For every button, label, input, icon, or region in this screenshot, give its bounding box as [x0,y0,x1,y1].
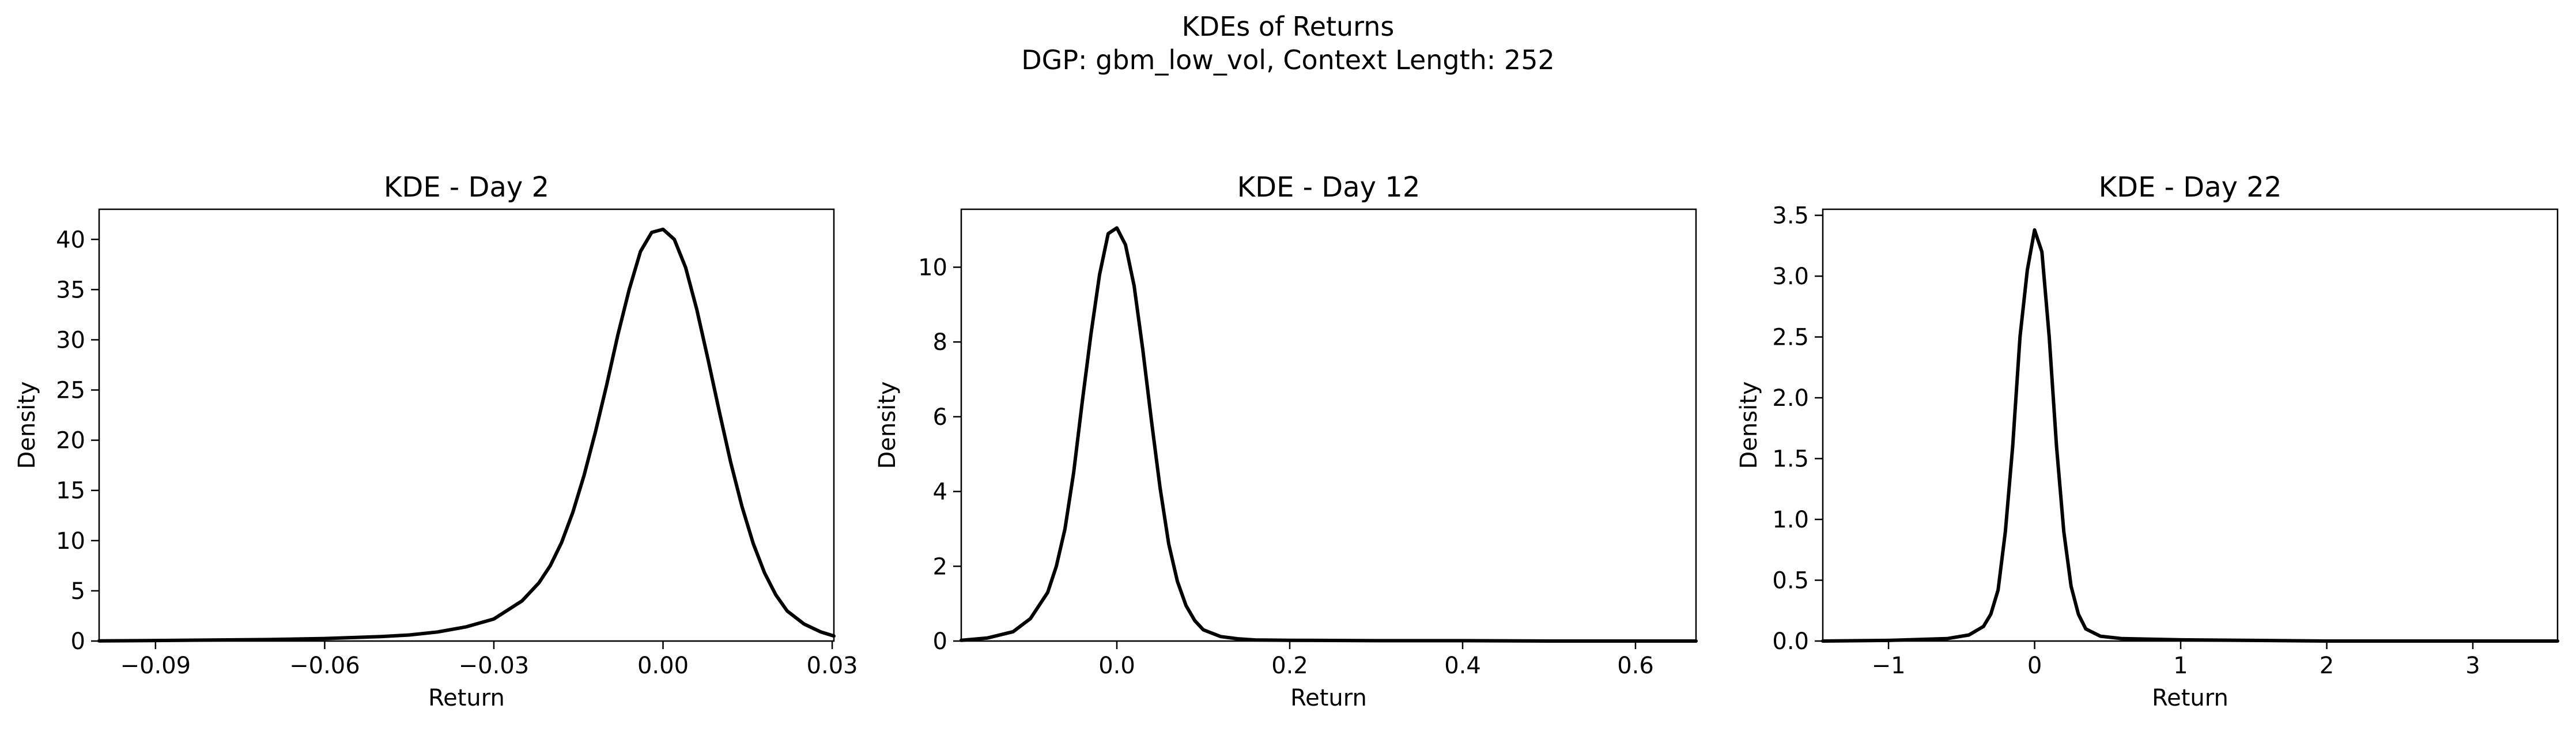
x-tick-label: 0.03 [807,653,858,679]
y-tick-label: 35 [56,277,85,303]
y-tick-label: 4 [933,479,947,506]
axes-frame [1822,208,2559,642]
y-tick-label: 1.0 [1772,507,1809,533]
y-tick-label: 2.0 [1772,385,1809,412]
y-tick-label: 5 [71,578,85,605]
x-axis-label: Return [428,685,505,711]
y-tick-label: 3.5 [1772,203,1809,229]
figure-title-line1: KDEs of Returns [1182,11,1395,42]
y-tick-label: 6 [933,404,947,431]
y-tick-label: 10 [56,528,85,555]
x-tick-label: 0 [2027,653,2042,679]
kde-line [960,226,1698,643]
y-tick-label: 40 [56,227,85,253]
x-tick-label: 0.6 [1617,653,1654,679]
y-tick-label: 3.0 [1772,263,1809,290]
subplot-title: KDE - Day 22 [2099,171,2282,203]
y-tick-label: 0.5 [1772,568,1809,594]
axes-frame [960,208,1697,642]
subplot-title: KDE - Day 2 [384,171,549,203]
y-tick-label: 8 [933,329,947,356]
y-tick-label: 0.0 [1772,628,1809,655]
subplot-title: KDE - Day 12 [1237,171,1421,203]
axes-frame [98,208,835,642]
y-axis-label: Density [874,381,901,469]
y-tick-label: 0 [933,628,947,655]
y-tick-label: 1.5 [1772,446,1809,473]
y-tick-label: 20 [56,428,85,454]
y-tick-label: 10 [918,255,947,281]
subplot-2: 0.0 0.2 0.4 0.6 0 2 4 6 8 10 KDE - Day 12 Return Den… [874,171,1698,711]
x-tick-label: 0.2 [1271,653,1308,679]
x-tick-label: 3 [2465,653,2480,679]
y-tick-label: 30 [56,327,85,353]
y-tick-label: 15 [56,478,85,504]
x-tick-label: 0.00 [637,653,689,679]
x-tick-label: −0.03 [459,653,530,679]
kde-line [97,227,836,643]
x-axis-label: Return [1290,685,1367,711]
subplot-3: −1 0 1 2 3 0.0 0.5 1.0 1.5 2.0 2.5 3.0 3.5 KDE - Day … [1736,171,2559,711]
y-tick-label: 25 [56,378,85,404]
subplot-1: −0.09 −0.06 −0.03 0.00 0.03 0 5 10 15 20 25 30 35 40 K… [14,171,858,711]
x-tick-label: 2 [2320,653,2334,679]
y-axis-label: Density [1736,381,1762,469]
x-tick-label: −0.09 [120,653,191,679]
x-tick-label: 1 [2173,653,2188,679]
x-tick-label: −1 [1872,653,1906,679]
y-axis-label: Density [14,381,40,469]
x-tick-label: 0.0 [1098,653,1135,679]
kde-line [1821,228,2559,643]
subplots: −0.09 −0.06 −0.03 0.00 0.030510152025303540K… [14,171,2559,711]
x-axis-label: Return [2152,685,2228,711]
figure-title-line2: DGP: gbm_low_vol, Context Length: 252 [1021,44,1554,76]
y-tick-label: 0 [71,628,85,655]
x-tick-label: 0.4 [1444,653,1481,679]
x-tick-label: −0.06 [289,653,360,679]
y-tick-label: 2 [933,553,947,580]
y-tick-label: 2.5 [1772,325,1809,351]
